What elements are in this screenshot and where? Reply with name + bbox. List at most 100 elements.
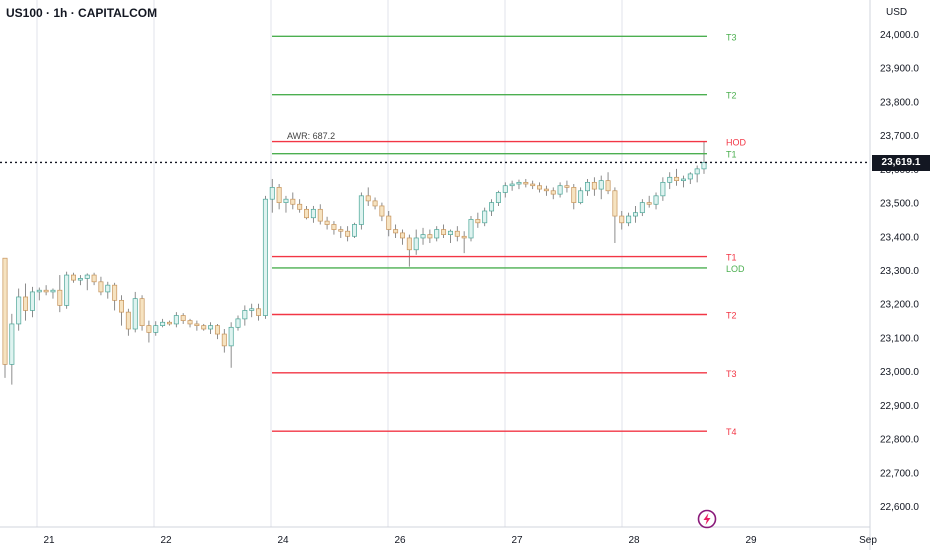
candle[interactable] (701, 141, 707, 174)
candle[interactable] (612, 187, 618, 244)
candle[interactable] (523, 178, 529, 188)
candle[interactable] (379, 202, 385, 222)
candle[interactable] (50, 288, 56, 299)
candle[interactable] (262, 195, 268, 319)
candle[interactable] (2, 257, 8, 378)
candle[interactable] (653, 192, 659, 210)
candle[interactable] (502, 182, 508, 198)
candle[interactable] (537, 182, 543, 193)
candle[interactable] (9, 313, 15, 385)
candle[interactable] (461, 231, 467, 254)
candle[interactable] (112, 282, 118, 311)
candle[interactable] (585, 178, 590, 196)
candles-layer[interactable] (2, 141, 707, 385)
candle[interactable] (23, 283, 29, 321)
candle[interactable] (441, 224, 447, 238)
candle[interactable] (365, 187, 371, 206)
candle[interactable] (626, 212, 632, 227)
candle[interactable] (36, 287, 42, 301)
candle[interactable] (482, 207, 488, 227)
candle[interactable] (98, 276, 104, 296)
candle[interactable] (639, 199, 645, 217)
candle[interactable] (386, 211, 392, 237)
candle[interactable] (406, 234, 412, 267)
price-axis[interactable]: 24,000.023,900.023,800.023,700.023,600.0… (880, 30, 919, 513)
candle[interactable] (290, 192, 296, 210)
candle[interactable] (29, 286, 35, 318)
candle[interactable] (578, 187, 584, 205)
candle[interactable] (249, 303, 255, 318)
candle[interactable] (71, 272, 77, 283)
candle[interactable] (564, 180, 570, 193)
candle[interactable] (399, 229, 405, 245)
candle[interactable] (221, 329, 227, 353)
currency-label[interactable]: USD (886, 7, 908, 18)
candle[interactable] (413, 229, 419, 255)
candle[interactable] (427, 229, 433, 244)
candle[interactable] (345, 226, 351, 242)
candle[interactable] (132, 291, 138, 333)
candle[interactable] (208, 322, 214, 335)
candle[interactable] (619, 211, 625, 230)
candle[interactable] (125, 308, 131, 336)
candle[interactable] (146, 320, 152, 343)
candle[interactable] (434, 226, 440, 242)
candle[interactable] (276, 184, 282, 210)
candle[interactable] (166, 320, 172, 326)
candle[interactable] (598, 175, 604, 200)
lightning-logo-icon[interactable] (697, 509, 717, 529)
candle[interactable] (509, 180, 515, 191)
candle[interactable] (187, 318, 193, 328)
candle[interactable] (57, 275, 63, 313)
candle[interactable] (393, 224, 399, 238)
candle[interactable] (84, 273, 90, 291)
candle[interactable] (64, 271, 70, 309)
candle[interactable] (372, 197, 378, 210)
candle[interactable] (317, 204, 323, 225)
candle[interactable] (201, 323, 207, 331)
candle[interactable] (420, 227, 426, 245)
candle[interactable] (550, 187, 556, 200)
candle[interactable] (43, 285, 49, 296)
candle[interactable] (694, 165, 700, 183)
candle[interactable] (352, 222, 357, 238)
candle[interactable] (242, 305, 248, 326)
candle[interactable] (571, 184, 577, 210)
candle[interactable] (454, 226, 460, 242)
candle[interactable] (324, 216, 330, 230)
candle[interactable] (304, 205, 310, 220)
candle[interactable] (338, 226, 344, 238)
candle[interactable] (153, 321, 159, 336)
candle[interactable] (16, 288, 22, 331)
candle[interactable] (180, 313, 186, 324)
candle[interactable] (674, 168, 680, 186)
candle[interactable] (91, 272, 97, 286)
candle[interactable] (495, 190, 501, 206)
candle[interactable] (297, 199, 303, 213)
candle[interactable] (235, 315, 241, 331)
candle[interactable] (646, 195, 652, 208)
chart-title[interactable]: US100 · 1h · CAPITALCOM (6, 6, 158, 20)
candle[interactable] (591, 177, 597, 196)
candle[interactable] (516, 179, 522, 190)
candle[interactable] (475, 212, 481, 228)
candle[interactable] (489, 199, 495, 217)
candle[interactable] (632, 205, 638, 223)
candle[interactable] (77, 275, 83, 286)
candle[interactable] (667, 172, 673, 190)
candle[interactable] (605, 172, 611, 195)
candle[interactable] (358, 192, 364, 230)
candle[interactable] (160, 318, 166, 328)
candle[interactable] (680, 175, 686, 188)
candle[interactable] (543, 185, 549, 196)
candle[interactable] (194, 320, 200, 331)
candle[interactable] (557, 182, 563, 198)
candle[interactable] (173, 312, 179, 328)
candle[interactable] (687, 172, 693, 185)
candle[interactable] (105, 281, 111, 299)
candle[interactable] (331, 221, 337, 235)
candle[interactable] (139, 295, 145, 331)
candle[interactable] (119, 295, 124, 326)
candle[interactable] (660, 177, 666, 201)
